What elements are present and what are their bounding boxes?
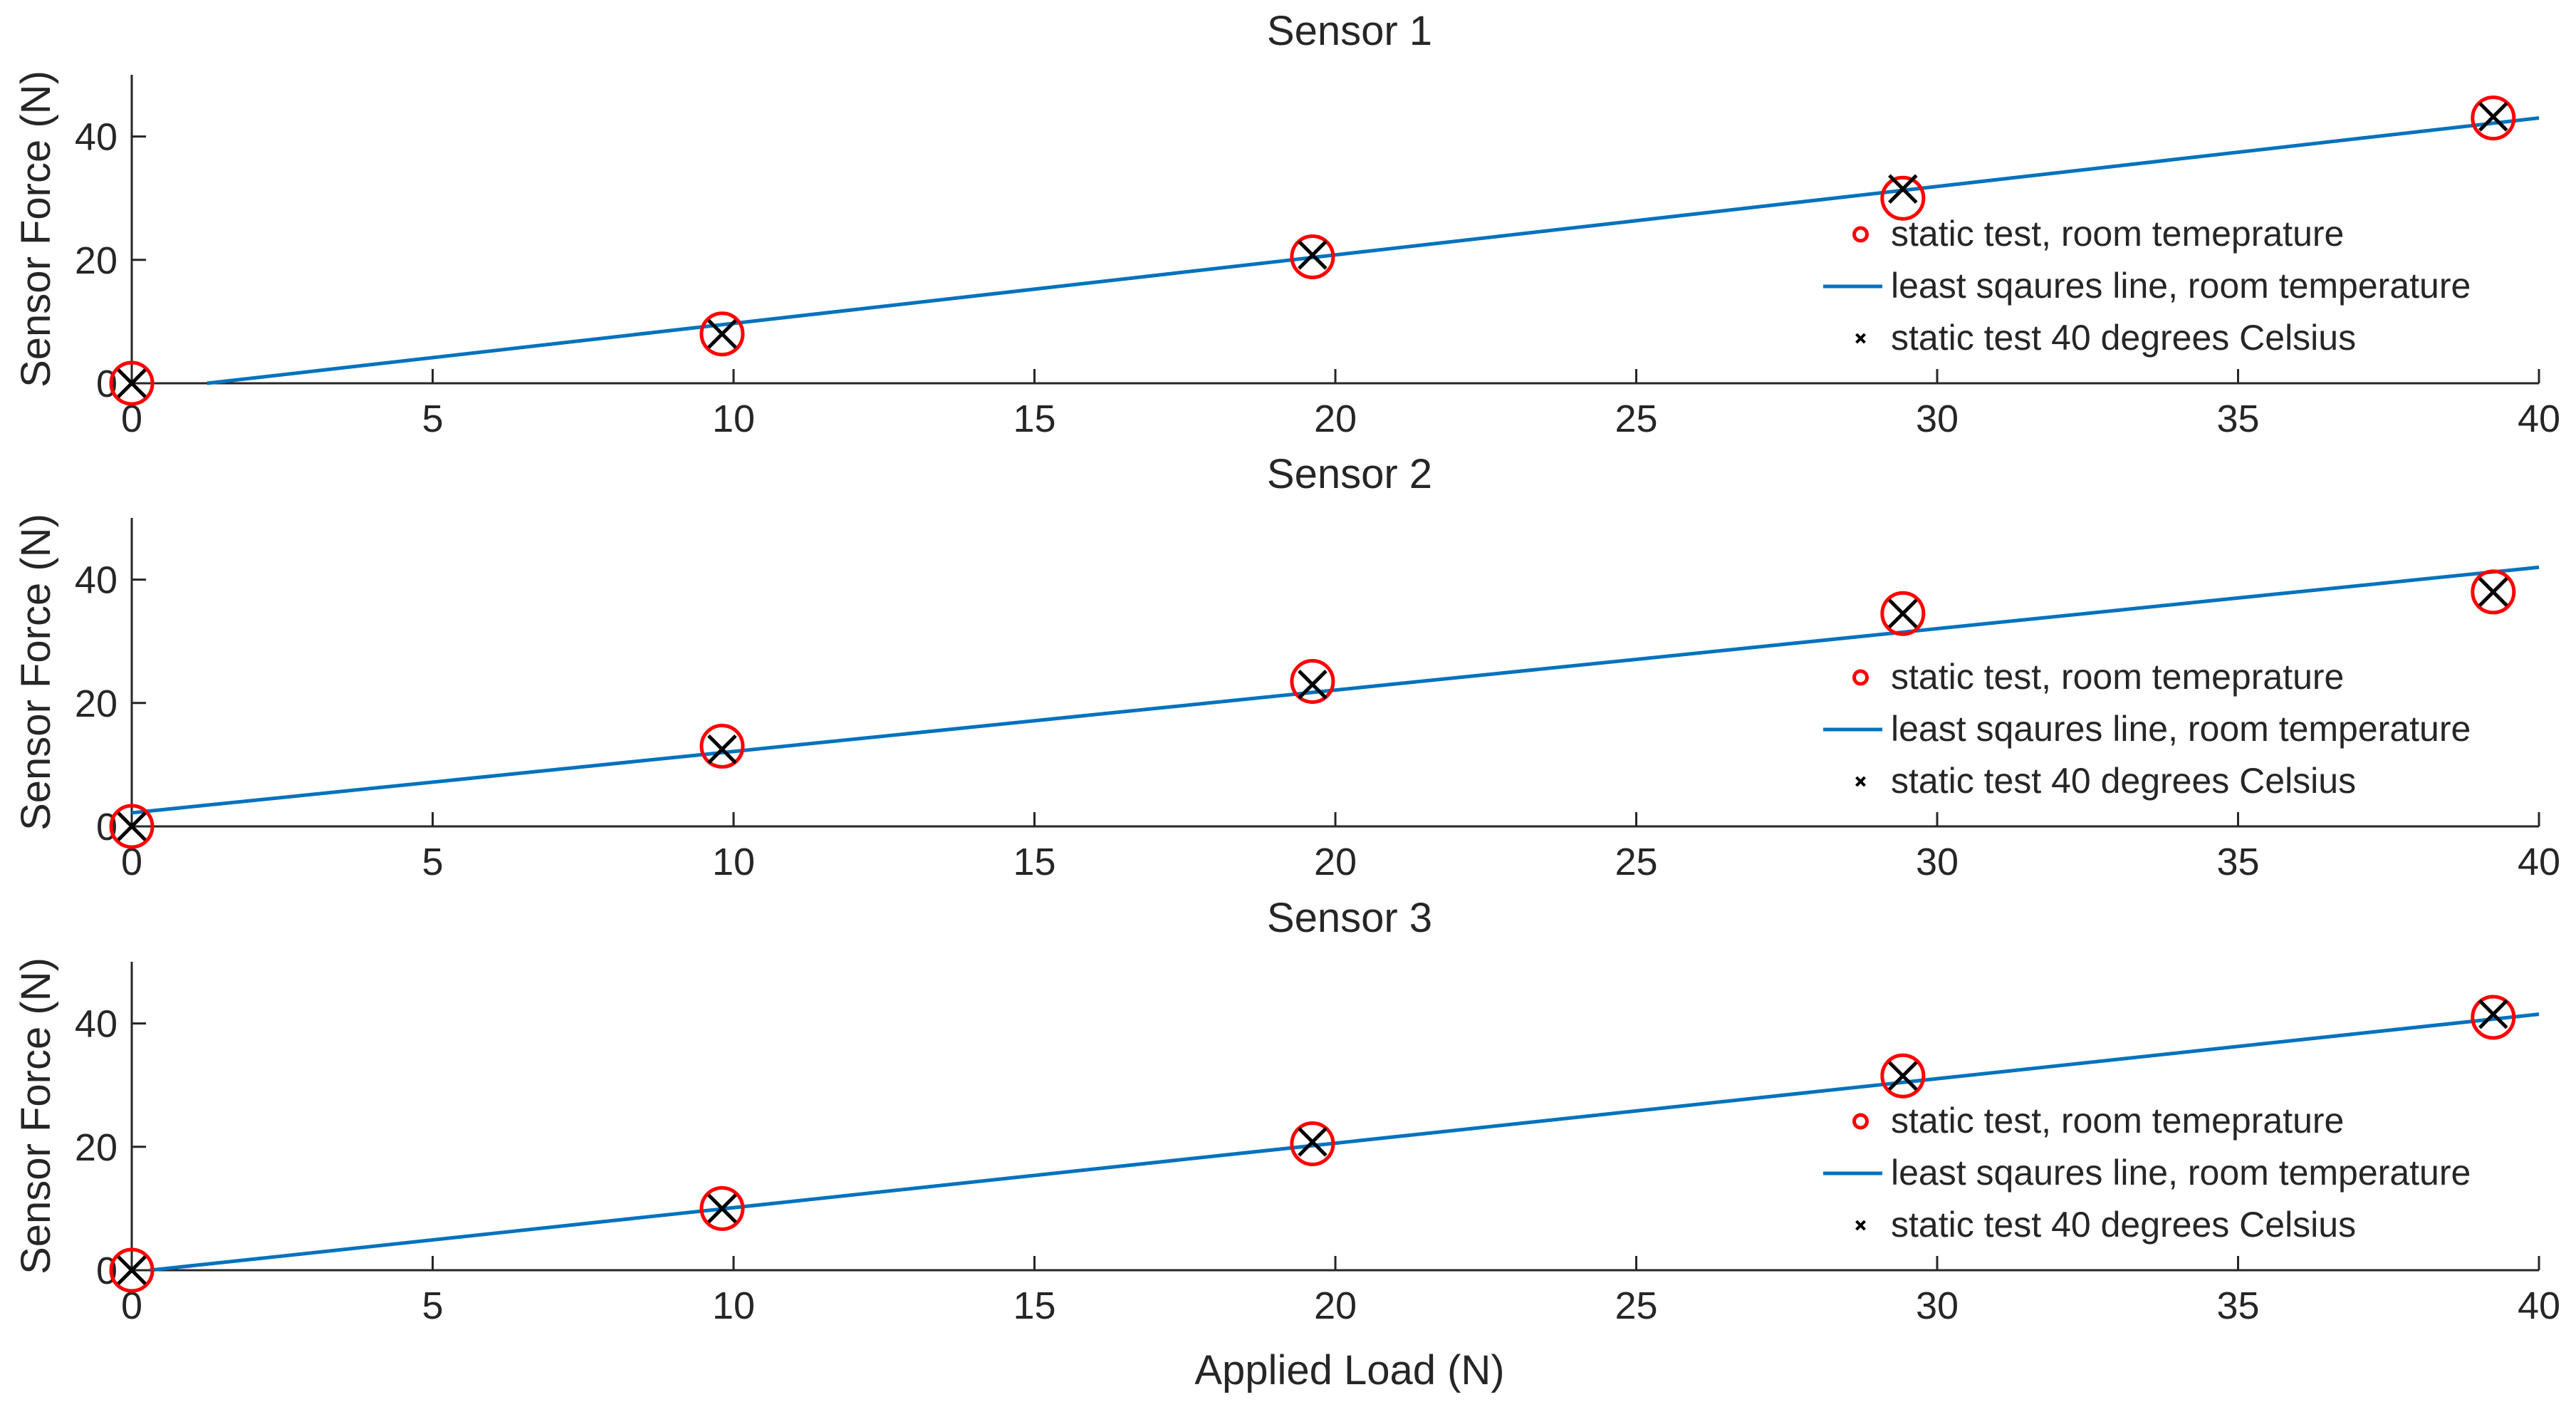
x-tick-label: 25 bbox=[1615, 841, 1657, 883]
x-tick-label: 15 bbox=[1013, 398, 1055, 440]
y-axis-label: Sensor Force (N) bbox=[13, 957, 59, 1274]
fit-line bbox=[131, 565, 2540, 815]
legend-label: least sqaures line, room temperature bbox=[1891, 266, 2471, 306]
room-temp-point bbox=[1290, 1121, 1335, 1166]
celsius-40-point bbox=[117, 368, 147, 398]
legend-label: static test 40 degrees Celsius bbox=[1891, 318, 2356, 358]
celsius-40-point bbox=[1298, 240, 1328, 270]
legend-label: static test, room temeprature bbox=[1891, 657, 2344, 697]
celsius-40-point bbox=[1888, 1061, 1918, 1091]
chart-title: Sensor 2 bbox=[1267, 451, 1432, 497]
y-tick-label: 0 bbox=[96, 806, 118, 848]
fit-line bbox=[150, 1012, 2540, 1272]
x-axis-label: Applied Load (N) bbox=[1194, 1347, 1504, 1393]
x-tick-label: 35 bbox=[2216, 398, 2259, 440]
x-tick-label: 10 bbox=[712, 398, 755, 440]
x-tick-label: 30 bbox=[1916, 1284, 1959, 1327]
legend: static test, room temeprature least sqaur… bbox=[1823, 657, 2471, 801]
room-temp-point bbox=[699, 1185, 745, 1231]
x-tick-label: 10 bbox=[712, 841, 755, 883]
x-tick-label: 5 bbox=[422, 398, 443, 440]
x-tick-label: 40 bbox=[2518, 1284, 2560, 1327]
y-tick-label: 20 bbox=[75, 239, 118, 282]
y-tick-label: 40 bbox=[75, 559, 118, 602]
legend: static test, room temeprature least sqaur… bbox=[1823, 214, 2471, 358]
room-temp-point bbox=[1290, 234, 1335, 279]
room-temp-point bbox=[2471, 95, 2516, 141]
room-temp-point bbox=[1880, 175, 1926, 221]
celsius-40-point bbox=[1298, 670, 1328, 700]
room-temp-point bbox=[1880, 1053, 1926, 1099]
celsius-40-point bbox=[2478, 999, 2508, 1029]
x-tick-label: 15 bbox=[1013, 1284, 1055, 1327]
celsius-40-point bbox=[707, 734, 737, 764]
x-tick-label: 30 bbox=[1916, 398, 1959, 440]
room-temp-point bbox=[109, 804, 155, 849]
x-tick-label: 35 bbox=[2216, 841, 2259, 883]
x-tick-label: 10 bbox=[712, 1284, 755, 1327]
celsius-40-point bbox=[117, 811, 147, 841]
room-temp-point bbox=[1290, 658, 1335, 704]
x-tick-label: 20 bbox=[1314, 841, 1357, 883]
legend-circle-icon bbox=[1852, 226, 1869, 243]
legend-circle-icon bbox=[1852, 1113, 1869, 1130]
y-tick-label: 40 bbox=[75, 116, 118, 159]
legend-label: static test, room temeprature bbox=[1891, 214, 2344, 254]
y-axis-label: Sensor Force (N) bbox=[13, 71, 59, 388]
room-temp-point bbox=[699, 723, 745, 769]
celsius-40-point bbox=[707, 1193, 737, 1224]
legend-x-icon bbox=[1855, 333, 1866, 344]
x-tick-label: 30 bbox=[1916, 841, 1959, 883]
legend-label: static test 40 degrees Celsius bbox=[1891, 761, 2356, 801]
x-tick-label: 5 bbox=[422, 841, 443, 883]
x-tick-label: 25 bbox=[1615, 1284, 1657, 1327]
y-tick-label: 20 bbox=[75, 1126, 118, 1169]
room-temp-point bbox=[2471, 569, 2516, 615]
celsius-40-point bbox=[117, 1255, 147, 1285]
legend-label: static test, room temeprature bbox=[1891, 1101, 2344, 1141]
y-tick-label: 40 bbox=[75, 1003, 118, 1046]
x-tick-label: 15 bbox=[1013, 841, 1055, 883]
y-tick-label: 20 bbox=[75, 682, 118, 725]
legend-x-icon bbox=[1855, 1220, 1866, 1231]
legend: static test, room temeprature least sqaur… bbox=[1823, 1101, 2471, 1245]
legend-x-icon bbox=[1855, 776, 1866, 787]
legend-label: least sqaures line, room temperature bbox=[1891, 1153, 2471, 1193]
x-tick-label: 40 bbox=[2518, 841, 2560, 883]
room-temp-point bbox=[699, 311, 745, 357]
x-tick-label: 35 bbox=[2216, 1284, 2259, 1327]
x-tick-label: 40 bbox=[2518, 398, 2560, 440]
y-axis-label: Sensor Force (N) bbox=[13, 514, 59, 831]
x-tick-label: 20 bbox=[1314, 1284, 1357, 1327]
legend-label: least sqaures line, room temperature bbox=[1891, 709, 2471, 749]
celsius-40-point bbox=[2478, 577, 2508, 607]
room-temp-point bbox=[109, 360, 155, 406]
celsius-40-point bbox=[2478, 102, 2508, 132]
chart-title: Sensor 3 bbox=[1267, 895, 1432, 941]
celsius-40-point bbox=[1888, 598, 1918, 628]
x-tick-label: 20 bbox=[1314, 398, 1357, 440]
celsius-40-point bbox=[1298, 1127, 1328, 1157]
room-temp-point bbox=[109, 1247, 155, 1293]
room-temp-point bbox=[1880, 591, 1926, 636]
legend-label: static test 40 degrees Celsius bbox=[1891, 1205, 2356, 1245]
y-tick-label: 0 bbox=[96, 1250, 118, 1292]
celsius-40-point bbox=[707, 318, 737, 349]
x-tick-label: 5 bbox=[422, 1284, 443, 1327]
x-tick-label: 25 bbox=[1615, 398, 1657, 440]
chart-title: Sensor 1 bbox=[1267, 8, 1432, 54]
celsius-40-point bbox=[1888, 174, 1918, 204]
room-temp-point bbox=[2471, 995, 2516, 1040]
fit-line bbox=[207, 116, 2540, 385]
y-tick-label: 0 bbox=[96, 363, 118, 405]
legend-circle-icon bbox=[1852, 669, 1869, 686]
